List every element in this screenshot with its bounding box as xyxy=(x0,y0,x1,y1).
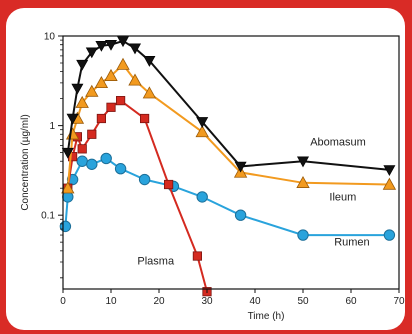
x-tick-label: 70 xyxy=(393,296,405,307)
data-point-rumen xyxy=(76,155,88,167)
x-axis-title: Time (h) xyxy=(248,311,285,322)
data-point-abomasum xyxy=(383,165,396,177)
data-point-plasma xyxy=(96,113,106,124)
data-point-ileum xyxy=(195,125,209,138)
plot-frame xyxy=(62,35,400,290)
data-point-plasma xyxy=(139,113,150,124)
data-point-rumen xyxy=(138,173,151,186)
data-point-abomasum xyxy=(234,161,247,173)
series-label-rumen: Rumen xyxy=(334,236,369,248)
y-tick-label: 0.1 xyxy=(41,211,55,222)
x-tick-label: 10 xyxy=(105,296,117,307)
series-label-abomasum: Abomasum xyxy=(310,136,366,148)
data-point-abomasum xyxy=(296,156,310,168)
data-point-plasma xyxy=(106,102,116,112)
data-point-ileum xyxy=(128,73,142,86)
data-point-ileum xyxy=(104,68,118,81)
data-point-rumen xyxy=(196,191,208,203)
data-point-rumen xyxy=(383,229,396,241)
x-tick-label: 50 xyxy=(297,296,309,307)
y-tick-label: 10 xyxy=(44,32,56,43)
series-line-abomasum xyxy=(66,39,390,171)
data-point-abomasum xyxy=(85,47,98,59)
data-point-abomasum xyxy=(61,147,74,159)
data-point-ileum xyxy=(142,86,157,99)
data-point-abomasum xyxy=(143,56,156,67)
data-point-ileum xyxy=(61,181,75,194)
data-point-ileum xyxy=(94,76,109,89)
data-point-plasma xyxy=(116,96,126,106)
x-tick-label: 20 xyxy=(153,296,165,307)
data-point-abomasum xyxy=(128,43,142,55)
x-tick-label: 40 xyxy=(249,296,261,307)
x-tick-label: 60 xyxy=(345,296,357,307)
data-point-abomasum xyxy=(71,83,84,95)
data-point-abomasum xyxy=(95,40,108,52)
chart-svg: 0 10 20 30 40 50 60 70 0.1 1 10 Concentration (µg/… xyxy=(20,32,405,323)
y-axis-title: Concentration (µg/ml) xyxy=(20,114,31,210)
data-point-rumen xyxy=(86,158,98,170)
data-point-ileum xyxy=(296,175,310,188)
data-point-rumen xyxy=(297,229,309,241)
data-point-rumen xyxy=(234,209,247,221)
series-label-ileum: Ileum xyxy=(329,192,356,204)
data-point-abomasum xyxy=(76,59,89,71)
data-point-plasma xyxy=(87,129,97,139)
series-layer xyxy=(59,36,397,297)
data-point-rumen xyxy=(59,220,72,233)
x-tick-label: 0 xyxy=(60,296,66,307)
data-point-plasma xyxy=(163,179,174,190)
data-point-plasma xyxy=(192,251,202,261)
x-tick-label: 30 xyxy=(201,296,213,307)
data-point-ileum xyxy=(382,177,397,190)
data-point-abomasum xyxy=(104,39,118,51)
data-point-rumen xyxy=(100,152,112,165)
data-point-abomasum xyxy=(66,113,79,125)
series-label-plasma: Plasma xyxy=(137,256,175,268)
data-point-plasma xyxy=(77,144,87,154)
ticks-layer: 0 10 20 30 40 50 60 70 0.1 1 10 xyxy=(41,32,405,308)
y-tick-label: 1 xyxy=(49,121,55,132)
data-point-ileum xyxy=(75,95,89,108)
data-point-ileum xyxy=(85,84,99,97)
chart-panel: 0 10 20 30 40 50 60 70 0.1 1 10 Concentration (µg/… xyxy=(6,8,405,330)
data-point-ileum xyxy=(116,57,130,70)
data-point-rumen xyxy=(114,163,127,175)
data-point-abomasum xyxy=(196,117,209,129)
